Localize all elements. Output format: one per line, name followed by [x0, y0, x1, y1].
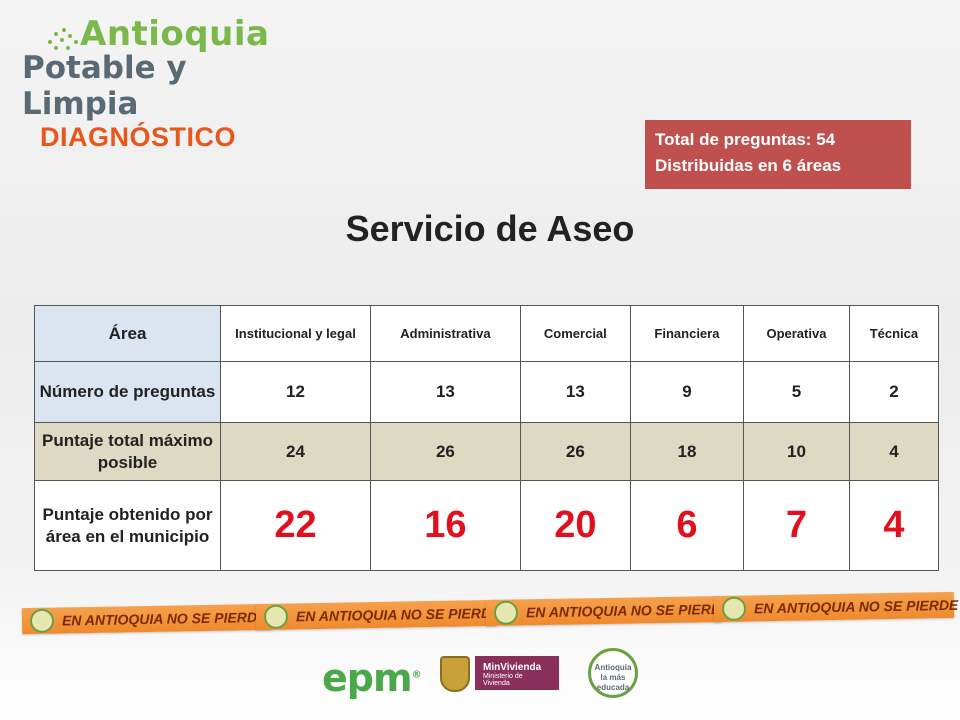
table-cell: 12: [220, 361, 371, 423]
table-cell: 10: [743, 421, 850, 482]
info-distribution: Distribuidas en 6 áreas: [655, 156, 842, 175]
seal-icon: [721, 596, 747, 621]
header-operativa: Operativa: [743, 304, 850, 363]
score-cell: 22: [220, 480, 371, 571]
antioquia-educada-logo: Antioquia la más educada: [588, 648, 638, 698]
antioquia-potable-logo: Antioquia Potable y Limpia: [22, 14, 282, 122]
row-label: Número de preguntas: [34, 361, 221, 423]
scores-table: Área Institucional y legal Administrativ…: [34, 304, 940, 571]
table-row: Puntaje total máximo posible 24 26 26 18…: [34, 421, 940, 482]
table-cell: 4: [848, 421, 940, 482]
table-cell: 26: [519, 421, 631, 482]
table-header-row: Área Institucional y legal Administrativ…: [34, 304, 940, 363]
header-administrativa: Administrativa: [370, 304, 521, 363]
page-title: Servicio de Aseo: [345, 208, 635, 249]
score-cell: 6: [629, 480, 745, 571]
score-cell: 4: [848, 480, 940, 571]
logo-line2: Potable y Limpia: [22, 50, 187, 122]
info-box: Total de preguntas: 54 Distribuidas en 6…: [645, 120, 911, 189]
table-cell: 18: [629, 421, 745, 482]
info-total: Total de preguntas: 54: [655, 130, 836, 149]
header-area: Área: [34, 304, 221, 363]
header-tecnica: Técnica: [848, 304, 940, 363]
slogan-banner: EN ANTIOQUIA NO SE PIERDE UN PESO EN ANT…: [0, 588, 960, 636]
table-cell: 9: [629, 361, 745, 423]
seal-icon: [493, 600, 519, 625]
table-row: Puntaje obtenido por área en el municipi…: [34, 480, 940, 571]
minvivienda-logo: MinVivienda Ministerio de Vivienda: [475, 656, 559, 690]
table-cell: 5: [743, 361, 850, 423]
row-label: Puntaje obtenido por área en el municipi…: [34, 480, 221, 571]
table-cell: 13: [519, 361, 631, 423]
header-institucional: Institucional y legal: [220, 304, 371, 363]
slogan-text: EN ANTIOQUIA NO SE PIERDE UN PESO: [753, 596, 960, 617]
epm-logo: epm®: [322, 656, 422, 700]
slogan-strip: EN ANTIOQUIA NO SE PIERDE UN PESO: [255, 599, 567, 631]
table-cell: 26: [370, 421, 521, 482]
section-label: DIAGNÓSTICO: [40, 122, 237, 152]
colombia-shield-icon: [440, 656, 470, 692]
score-cell: 16: [370, 480, 521, 571]
slogan-strip: EN ANTIOQUIA NO SE PIERDE UN PESO: [485, 595, 797, 627]
score-cell: 7: [743, 480, 850, 571]
seal-icon: [29, 608, 55, 634]
table-cell: 24: [220, 421, 371, 482]
table-cell: 2: [848, 361, 940, 423]
row-label: Puntaje total máximo posible: [34, 421, 221, 482]
table-row: Número de preguntas 12 13 13 9 5 2: [34, 361, 940, 423]
score-cell: 20: [519, 480, 631, 571]
seal-icon: [263, 604, 289, 629]
footer-logos: epm® MinVivienda Ministerio de Vivienda …: [0, 648, 960, 708]
header-financiera: Financiera: [629, 304, 745, 363]
logo-dots-icon: [46, 26, 80, 60]
header-comercial: Comercial: [519, 304, 631, 363]
logo-line1: Antioquia: [80, 14, 270, 54]
slogan-strip: EN ANTIOQUIA NO SE PIERDE UN PESO: [713, 591, 960, 623]
slogan-strip: EN ANTIOQUIA NO SE PIERDE UN PESO: [21, 603, 333, 635]
table-cell: 13: [370, 361, 521, 423]
